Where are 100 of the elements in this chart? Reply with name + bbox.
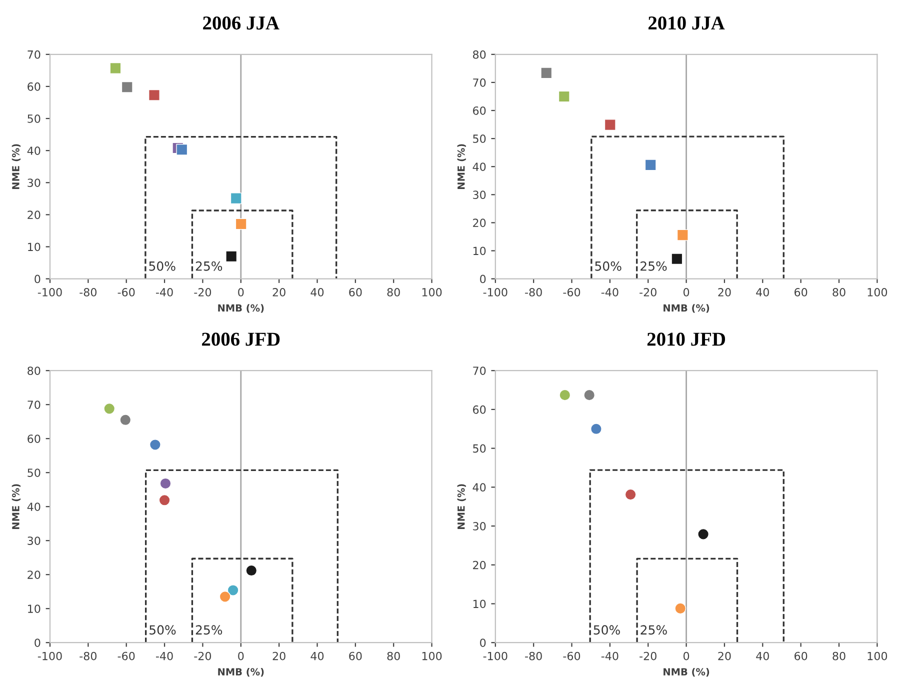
x-tick-label: -80 bbox=[80, 652, 97, 660]
point bbox=[671, 253, 683, 265]
x-tick-label: -80 bbox=[80, 288, 97, 296]
y-tick-label: 70 bbox=[473, 366, 486, 375]
series-label: 25% bbox=[640, 261, 667, 271]
x-tick-label: -60 bbox=[563, 652, 580, 660]
x-tick-label: 60 bbox=[794, 288, 808, 296]
x-axis-title: NMB (%) bbox=[218, 668, 264, 677]
x-tick-label: -60 bbox=[118, 652, 135, 660]
y-tick-label: 50 bbox=[28, 114, 40, 123]
x-tick-label: 100 bbox=[868, 288, 888, 296]
y-tick-label: 40 bbox=[472, 162, 486, 171]
x-tick-label: 80 bbox=[387, 652, 400, 660]
point bbox=[120, 414, 132, 426]
y-axis-title: NME (%) bbox=[12, 144, 21, 189]
point bbox=[104, 402, 116, 414]
y-tick-label: 10 bbox=[28, 604, 40, 613]
y-tick-label: 20 bbox=[473, 218, 486, 228]
chart-title: 2010 JFD bbox=[647, 332, 726, 346]
y-tick-label: 10 bbox=[28, 242, 40, 252]
y-tick-label: 0 bbox=[34, 274, 40, 284]
x-tick-label: -20 bbox=[640, 288, 656, 296]
point bbox=[246, 564, 258, 576]
x-axis-title: NMB (%) bbox=[664, 668, 710, 677]
point bbox=[110, 62, 122, 74]
x-tick-label: 60 bbox=[349, 652, 362, 660]
x-tick-label: 20 bbox=[718, 652, 731, 660]
x-tick-label: 100 bbox=[422, 288, 442, 296]
y-tick-label: 40 bbox=[27, 502, 40, 511]
y-tick-label: 60 bbox=[28, 434, 40, 443]
point bbox=[674, 602, 686, 614]
point bbox=[149, 438, 161, 450]
x-tick-label: 80 bbox=[832, 288, 846, 296]
x-tick-label: -60 bbox=[563, 288, 580, 296]
x-tick-label: 0 bbox=[683, 652, 690, 660]
x-tick-label: -40 bbox=[601, 288, 618, 296]
x-tick-label: -100 bbox=[38, 652, 62, 660]
x-tick-label: 20 bbox=[272, 652, 286, 660]
x-tick-label: 60 bbox=[794, 652, 808, 660]
point bbox=[558, 90, 570, 102]
point bbox=[584, 389, 596, 401]
chart-title: 2006 JJA bbox=[203, 16, 280, 30]
y-tick-label: 10 bbox=[473, 246, 486, 256]
point bbox=[219, 590, 231, 602]
x-axis-title: NMB (%) bbox=[218, 304, 264, 313]
point bbox=[624, 488, 636, 500]
point bbox=[540, 67, 552, 79]
x-tick-label: -20 bbox=[194, 288, 212, 296]
point bbox=[559, 389, 571, 401]
x-tick-label: 40 bbox=[310, 288, 324, 296]
chart-title: 2010 JJA bbox=[648, 16, 725, 30]
y-tick-label: 20 bbox=[28, 210, 40, 220]
x-tick-label: -40 bbox=[601, 652, 618, 660]
y-tick-label: 50 bbox=[28, 468, 40, 477]
series-label: 25% bbox=[196, 625, 222, 635]
x-tick-label: 40 bbox=[756, 288, 769, 296]
y-tick-label: 0 bbox=[480, 638, 486, 647]
x-tick-label: 40 bbox=[310, 652, 324, 660]
x-tick-label: 0 bbox=[683, 288, 690, 296]
y-tick-label: 20 bbox=[28, 570, 40, 579]
point bbox=[176, 144, 188, 156]
y-tick-label: 30 bbox=[28, 536, 40, 545]
y-tick-label: 40 bbox=[27, 146, 40, 155]
point bbox=[676, 229, 688, 241]
x-tick-label: 20 bbox=[718, 288, 731, 296]
x-tick-label: -100 bbox=[483, 288, 508, 296]
point bbox=[160, 478, 172, 490]
x-tick-label: 0 bbox=[238, 652, 244, 660]
y-tick-label: 80 bbox=[472, 50, 486, 59]
y-tick-label: 70 bbox=[28, 400, 40, 409]
y-tick-label: 60 bbox=[473, 106, 486, 115]
series-label: 50% bbox=[595, 261, 622, 271]
x-tick-label: -100 bbox=[483, 652, 508, 660]
point bbox=[226, 250, 238, 262]
y-tick-label: 10 bbox=[473, 600, 486, 608]
point bbox=[604, 119, 616, 131]
y-tick-label: 50 bbox=[473, 134, 486, 143]
point bbox=[148, 89, 160, 101]
y-tick-label: 80 bbox=[28, 366, 40, 375]
point bbox=[121, 81, 133, 93]
point bbox=[230, 192, 242, 204]
x-tick-label: -40 bbox=[156, 652, 173, 660]
x-tick-label: -20 bbox=[194, 652, 212, 660]
x-tick-label: -80 bbox=[525, 288, 542, 296]
x-tick-label: -80 bbox=[525, 652, 542, 660]
y-tick-label: 60 bbox=[28, 82, 40, 91]
y-tick-label: 0 bbox=[34, 638, 40, 647]
point bbox=[227, 584, 239, 596]
series-label: 25% bbox=[640, 625, 667, 635]
x-tick-label: 20 bbox=[272, 288, 286, 296]
x-tick-label: 100 bbox=[868, 652, 888, 660]
y-axis-title: NME (%) bbox=[457, 144, 466, 189]
y-tick-label: 70 bbox=[473, 78, 486, 87]
point bbox=[644, 159, 656, 171]
point bbox=[158, 494, 170, 506]
x-tick-label: 80 bbox=[832, 652, 846, 660]
series-label: 25% bbox=[196, 261, 222, 271]
y-tick-label: 40 bbox=[472, 483, 486, 492]
chart-title: 2006 JFD bbox=[202, 332, 280, 346]
point bbox=[698, 528, 710, 540]
